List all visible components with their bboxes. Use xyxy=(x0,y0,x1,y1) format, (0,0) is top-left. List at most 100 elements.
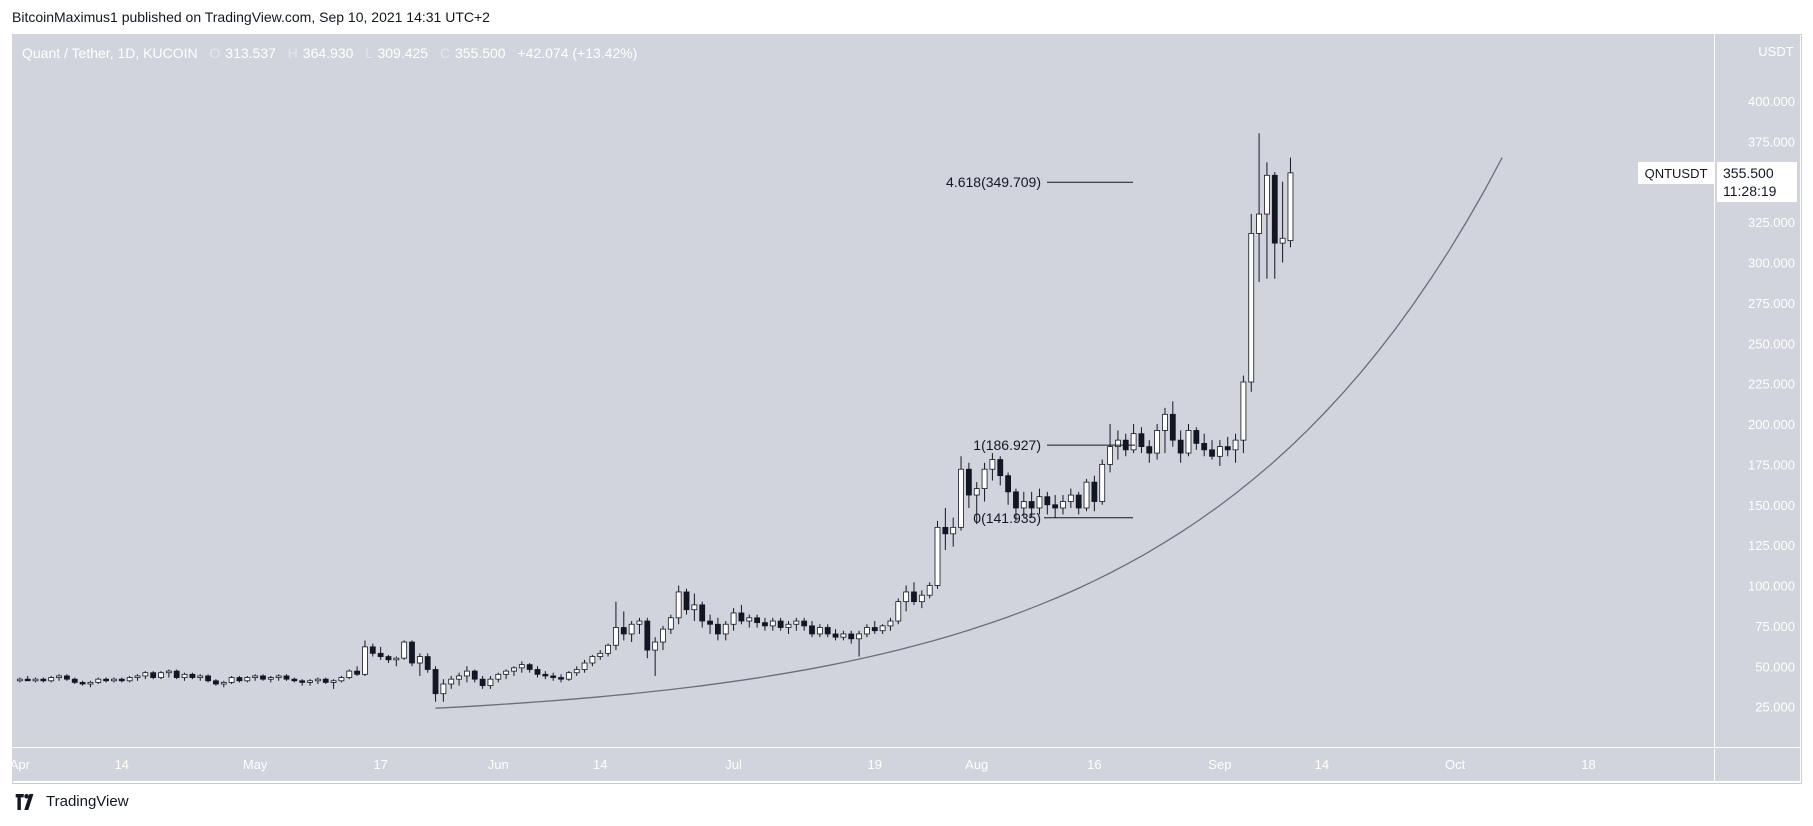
candle xyxy=(660,625,666,651)
candle-body-down xyxy=(291,678,298,682)
last-price-box xyxy=(1717,162,1797,202)
candle xyxy=(205,674,211,683)
candle-body-down xyxy=(1091,481,1098,502)
candle xyxy=(879,624,886,634)
y-tick-label: 225.000 xyxy=(1748,377,1795,392)
candle xyxy=(887,617,894,631)
candle-body-down xyxy=(409,641,415,664)
candle xyxy=(707,614,713,634)
candle xyxy=(40,677,47,683)
candle xyxy=(213,679,219,686)
candle xyxy=(48,675,55,683)
candle-body-up xyxy=(1248,233,1255,383)
y-tick-label: 50.000 xyxy=(1755,659,1795,674)
candle-body-down xyxy=(965,468,972,496)
candle xyxy=(95,677,102,685)
candle-body-down xyxy=(150,672,157,678)
candle xyxy=(1052,495,1059,518)
fib-level-label: 4.618(349.709) xyxy=(946,174,1041,190)
candle xyxy=(64,674,70,681)
candle-body-down xyxy=(1271,174,1278,244)
candle xyxy=(573,666,580,676)
candle xyxy=(518,661,525,673)
candle xyxy=(479,675,486,689)
candle-body-up xyxy=(1216,446,1223,457)
x-tick-label: 14 xyxy=(593,757,607,772)
candle xyxy=(142,671,149,680)
footer-brand[interactable]: TradingView xyxy=(46,793,129,810)
candle xyxy=(769,617,776,631)
candle-body-up xyxy=(401,641,408,659)
candle xyxy=(503,669,510,680)
candle-body-down xyxy=(871,627,878,632)
candle-body-down xyxy=(1224,446,1231,451)
legend-change: +42.074 (+13.42%) xyxy=(517,45,637,61)
candle xyxy=(1216,440,1223,466)
candle-body-up xyxy=(1279,237,1286,244)
candle xyxy=(354,666,361,676)
candle xyxy=(738,604,745,625)
candle xyxy=(1193,427,1200,450)
candle xyxy=(448,675,455,689)
candle-body-down xyxy=(1169,413,1176,441)
candle-body-down xyxy=(1005,475,1012,493)
candle xyxy=(981,462,988,502)
candle xyxy=(762,617,768,631)
candle-body-down xyxy=(620,627,627,635)
candle xyxy=(236,675,243,683)
candle-body-down xyxy=(832,633,839,638)
y-tick-label: 325.000 xyxy=(1748,215,1795,230)
y-tick-label: 275.000 xyxy=(1748,296,1795,311)
candle-body-down xyxy=(471,670,478,680)
candle xyxy=(958,456,964,531)
candle xyxy=(134,674,141,681)
candle xyxy=(322,677,329,685)
candle-body-up xyxy=(652,641,659,651)
candle-body-down xyxy=(24,678,31,682)
candle-body-up xyxy=(197,675,204,678)
candle xyxy=(558,674,564,683)
candle-body-up xyxy=(856,633,862,640)
x-tick-label: 16 xyxy=(1087,757,1101,772)
candle xyxy=(542,671,549,680)
fib-levels-layer: 4.618(349.709) 1(186.927) 0(141.935) xyxy=(946,174,1135,526)
candle-body-down xyxy=(354,670,361,675)
candle xyxy=(613,601,619,651)
candle xyxy=(1138,427,1145,454)
candle xyxy=(275,674,282,681)
candle-body-up xyxy=(675,591,682,619)
legend-high-label: H xyxy=(288,45,298,61)
candle xyxy=(158,671,164,680)
candle-body-down xyxy=(40,678,47,682)
legend-low-value: 309.425 xyxy=(377,45,428,61)
candle xyxy=(1091,475,1098,512)
candle xyxy=(314,677,321,685)
y-tick-label: 250.000 xyxy=(1748,336,1795,351)
candle xyxy=(691,593,698,622)
candle-body-down xyxy=(424,656,431,670)
candle xyxy=(456,672,462,686)
candle xyxy=(934,520,941,589)
candle xyxy=(1279,181,1286,263)
candle xyxy=(220,680,227,688)
candle xyxy=(377,646,384,660)
candle xyxy=(71,677,78,685)
candle-body-down xyxy=(997,459,1004,477)
y-tick-label: 300.000 xyxy=(1748,256,1795,271)
candle-body-up xyxy=(48,677,55,682)
candle-body-up xyxy=(864,627,870,635)
candle-body-up xyxy=(220,682,227,685)
candle xyxy=(495,672,502,683)
candle-body-up xyxy=(275,675,282,678)
candle-body-down xyxy=(369,646,376,654)
x-tick-label: 17 xyxy=(373,757,387,772)
candle xyxy=(534,666,541,678)
candle xyxy=(260,674,266,681)
candle-body-up xyxy=(887,620,894,627)
y-tick-label: 175.000 xyxy=(1748,457,1795,472)
candle xyxy=(197,674,204,681)
candle xyxy=(581,659,588,673)
candle-body-down xyxy=(809,625,815,635)
x-tick-label: 18 xyxy=(1581,757,1595,772)
